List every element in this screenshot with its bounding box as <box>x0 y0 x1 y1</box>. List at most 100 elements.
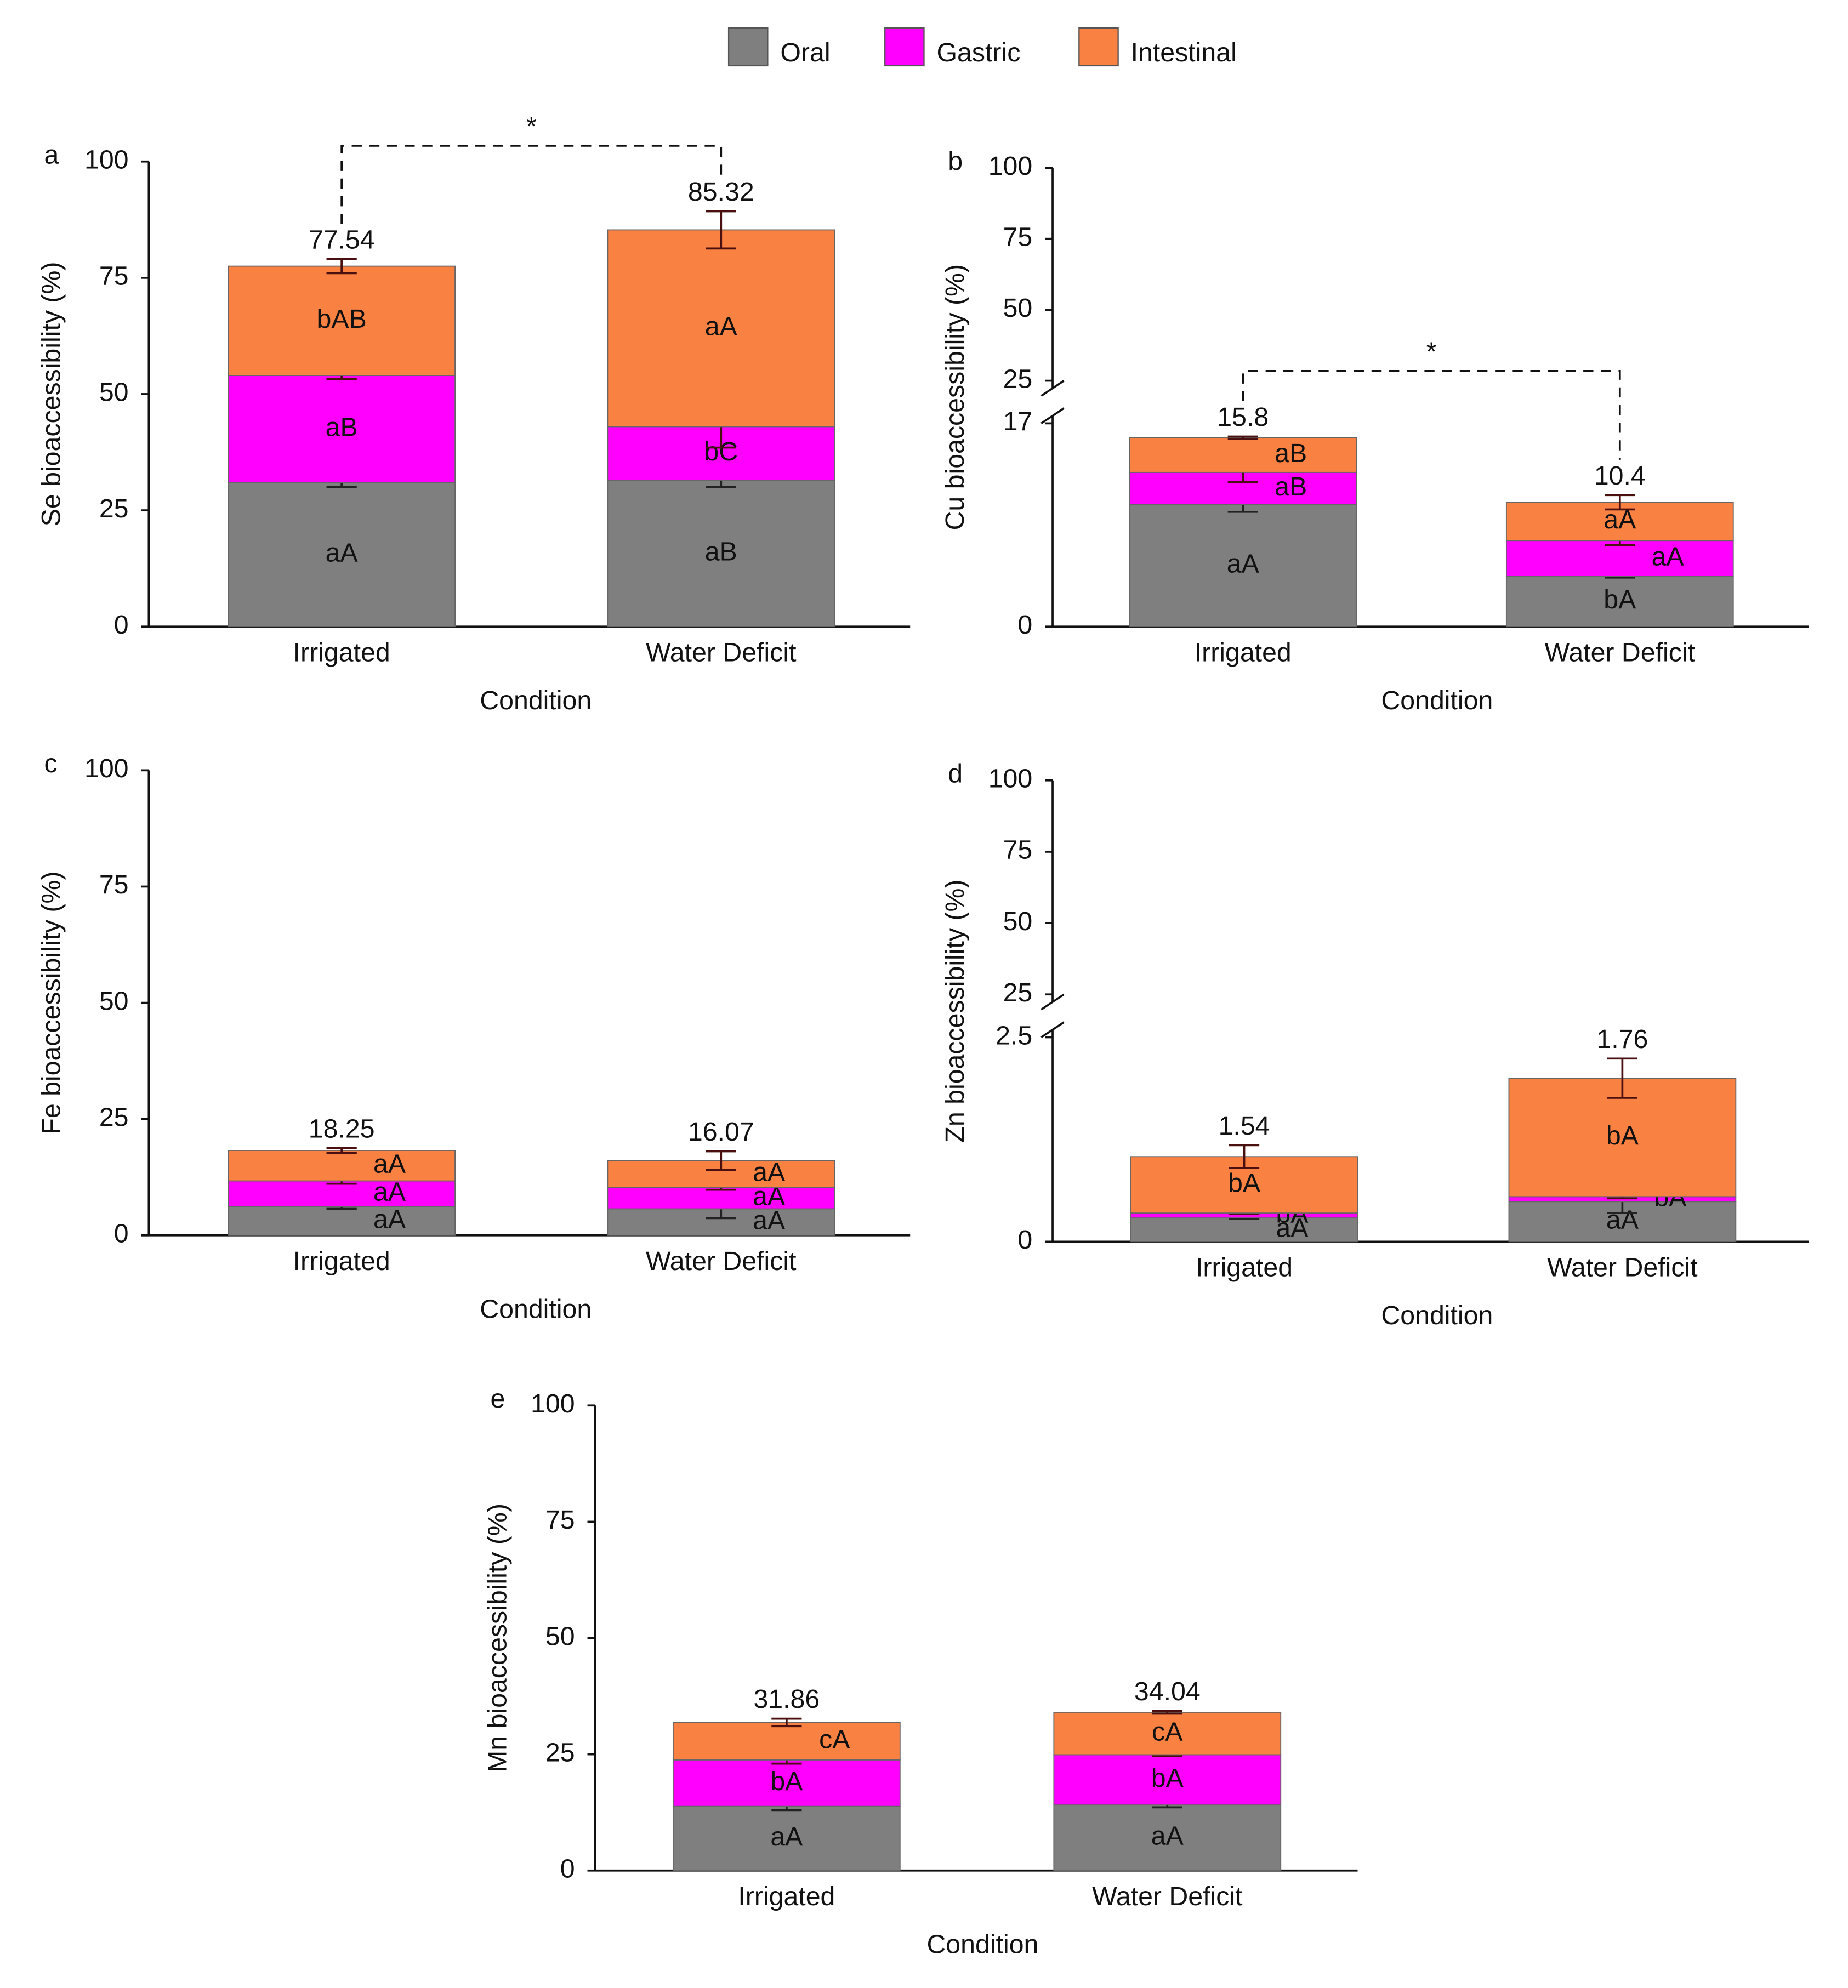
bar-segment <box>228 1180 456 1207</box>
panel-letter: b <box>948 146 963 176</box>
x-tick-label: Irrigated <box>738 1882 835 1911</box>
bar-segment <box>228 375 456 483</box>
y-tick-label: 17 <box>1003 407 1033 436</box>
bar-segment <box>228 482 456 628</box>
segment-letter: aA <box>373 1149 406 1179</box>
x-tick-label: Water Deficit <box>1092 1882 1243 1911</box>
x-tick-label: Water Deficit <box>1547 1253 1698 1283</box>
bar-segment <box>1505 576 1734 628</box>
y-tick-label: 50 <box>1003 907 1033 936</box>
bar-segment <box>672 1722 901 1761</box>
x-axis-title: Condition <box>1381 686 1493 715</box>
y-tick-label: 75 <box>99 261 129 291</box>
segment-letter: bA <box>1228 1168 1261 1198</box>
segment-letter: aA <box>373 1204 406 1234</box>
panel-letter: d <box>948 759 963 788</box>
axis-break-mark <box>1040 993 1065 1011</box>
y-tick-label: 75 <box>1003 835 1033 865</box>
bar-segment <box>1508 1201 1737 1243</box>
error-bar <box>326 1147 357 1154</box>
bar-segment <box>1053 1754 1282 1806</box>
y-axis-title: Mn bioaccessibility (%) <box>482 1503 512 1773</box>
legend-label: Gastric <box>936 38 1020 67</box>
segment-letter: bA <box>1604 585 1636 614</box>
significance-label: * <box>526 111 537 141</box>
total-label: 15.8 <box>1217 402 1269 432</box>
legend-label: Intestinal <box>1131 38 1237 67</box>
segment-letter: aB <box>1275 438 1307 468</box>
bar-segment <box>607 1187 835 1210</box>
y-tick-label: 2.5 <box>996 1021 1032 1050</box>
segment-letter: aA <box>326 538 359 567</box>
x-axis-title: Condition <box>1381 1301 1493 1330</box>
y-tick-label: 75 <box>545 1505 575 1535</box>
segment-letter: aA <box>373 1177 406 1207</box>
y-tick-label: 100 <box>84 754 129 783</box>
bar-segment <box>1130 1217 1358 1243</box>
axis-break-mark <box>1040 1021 1065 1039</box>
error-bar <box>706 210 736 250</box>
x-tick-label: Irrigated <box>1195 638 1292 668</box>
y-tick-label: 0 <box>114 1219 129 1249</box>
y-tick-label: 25 <box>1003 364 1033 394</box>
error-bar <box>1605 494 1635 511</box>
segment-letter: aB <box>326 412 358 442</box>
x-tick-label: Water Deficit <box>1545 638 1696 668</box>
segment-letter: aB <box>1275 472 1307 502</box>
significance-label: * <box>1426 337 1437 366</box>
y-tick-label: 100 <box>84 145 129 174</box>
y-tick-label: 100 <box>988 151 1033 181</box>
bar-segment <box>228 1206 456 1236</box>
bar-segment <box>1129 437 1357 473</box>
total-label: 10.4 <box>1594 461 1646 491</box>
segment-letter: aA <box>1151 1821 1184 1851</box>
bar-segment <box>607 480 835 628</box>
total-label: 31.86 <box>753 1684 820 1714</box>
segment-letter: bA <box>1151 1763 1184 1793</box>
y-tick-label: 0 <box>114 610 129 640</box>
axis-break-mark <box>1040 380 1065 397</box>
y-tick-label: 0 <box>1017 1225 1032 1255</box>
segment-letter: cA <box>1152 1717 1183 1746</box>
y-tick-label: 25 <box>545 1738 575 1767</box>
legend-swatch <box>884 27 925 67</box>
bar-segment <box>1505 540 1734 577</box>
total-label: 16.07 <box>688 1117 754 1147</box>
error-bar <box>1152 1710 1182 1715</box>
error-bar <box>326 258 357 275</box>
y-tick-label: 25 <box>1003 978 1033 1007</box>
bar-segment <box>672 1759 901 1807</box>
segment-letter: aA <box>753 1158 786 1187</box>
segment-letter: aA <box>1652 542 1685 572</box>
total-label: 34.04 <box>1134 1677 1201 1706</box>
x-tick-label: Irrigated <box>293 1246 390 1276</box>
segment-letter: aA <box>770 1822 803 1852</box>
total-label: 18.25 <box>309 1114 375 1143</box>
segment-letter: bAB <box>317 304 367 334</box>
error-bar <box>771 1717 802 1728</box>
total-label: 1.54 <box>1219 1111 1270 1141</box>
segment-letter: aA <box>705 312 738 341</box>
y-tick-label: 50 <box>99 986 129 1016</box>
x-axis-title: Condition <box>480 1295 592 1324</box>
bar-segment <box>1129 504 1357 628</box>
segment-letter: aA <box>753 1205 786 1235</box>
segment-letter: bA <box>770 1767 803 1796</box>
y-tick-label: 100 <box>988 764 1033 793</box>
x-tick-label: Water Deficit <box>646 1246 797 1276</box>
error-bar <box>1607 1057 1637 1099</box>
y-axis-title: Fe bioaccessibility (%) <box>36 871 66 1135</box>
total-label: 85.32 <box>688 177 754 207</box>
bar-segment <box>1053 1712 1282 1756</box>
x-tick-label: Irrigated <box>1196 1253 1293 1283</box>
y-tick-label: 0 <box>560 1854 575 1884</box>
y-tick-label: 100 <box>531 1389 575 1419</box>
error-bar <box>706 1150 736 1171</box>
segment-letter: aB <box>705 537 737 566</box>
axis-break-mark <box>1040 407 1065 424</box>
y-tick-label: 75 <box>1003 222 1033 252</box>
y-axis-title: Se bioaccessibility (%) <box>36 262 66 527</box>
bar-segment <box>228 265 456 376</box>
y-tick-label: 50 <box>545 1621 575 1651</box>
